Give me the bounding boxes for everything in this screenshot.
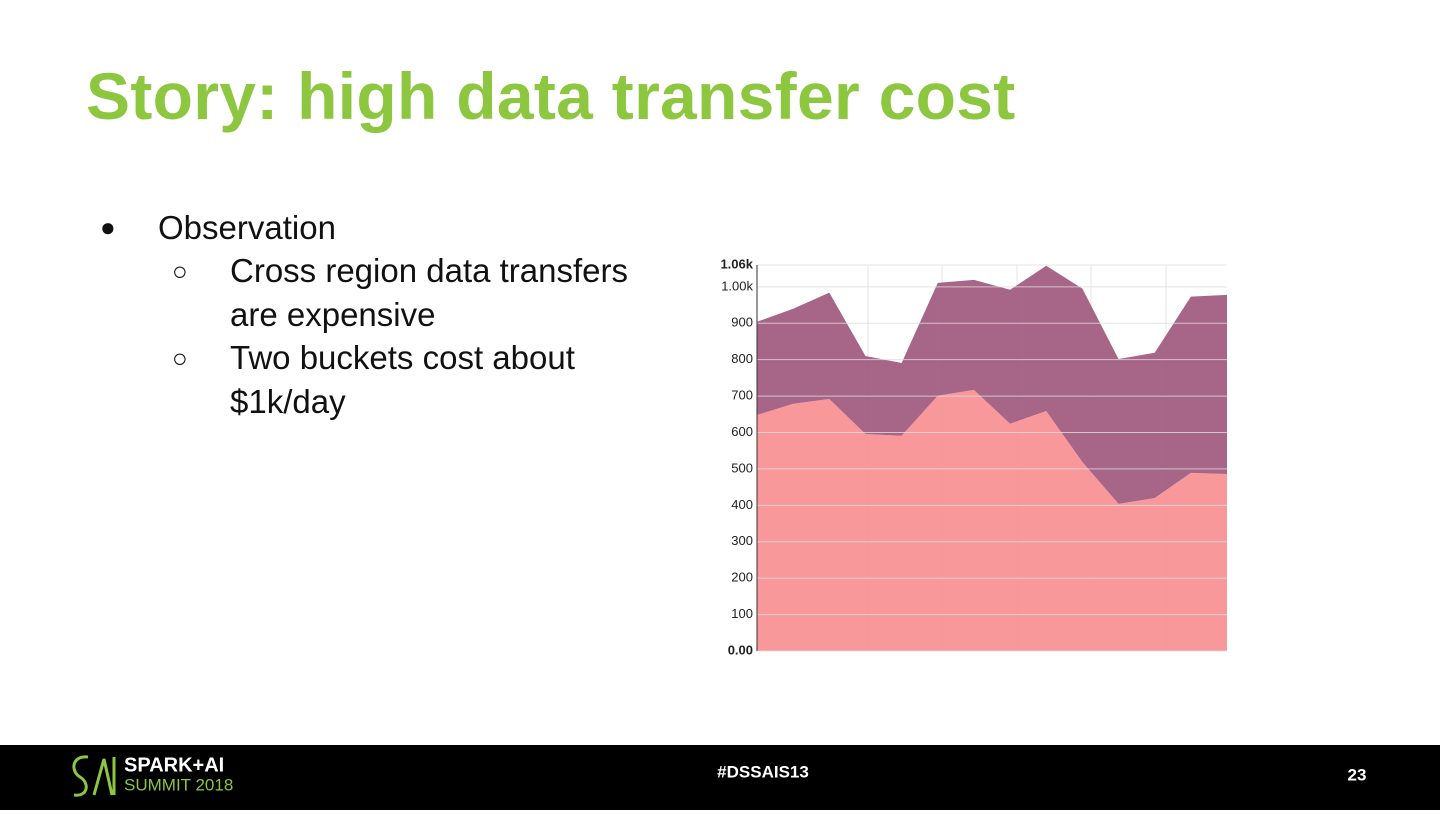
page-number: 23 xyxy=(1348,765,1367,784)
sub-bullet-dot: ○ xyxy=(172,343,188,373)
hashtag: #DSSAIS13 xyxy=(717,762,809,781)
area xyxy=(757,265,1227,504)
y-tick-label: 1.00k xyxy=(721,278,753,293)
slide-title: Story: high data transfer cost xyxy=(86,59,1016,133)
sub-bullet-dot: ○ xyxy=(172,256,188,286)
y-tick-label: 200 xyxy=(731,570,753,585)
y-tick-label: 700 xyxy=(731,388,753,403)
y-tick-label: 0.00 xyxy=(728,642,753,657)
footer-graphics: SPARK+AI SUMMIT 2018 #DSSAIS13 23 xyxy=(72,754,1367,797)
chart: 0.00 100 200 300 400 500 600 700 800 900 1.00k 1.06… xyxy=(720,256,1227,657)
logo-subtext: SUMMIT 2018 xyxy=(124,775,233,794)
y-tick-label: 1.06k xyxy=(720,256,753,271)
y-tick-label: 900 xyxy=(731,315,753,330)
y-tick-label: 300 xyxy=(731,533,753,548)
y-tick-label: 100 xyxy=(731,606,753,621)
bullet-dot: ● xyxy=(100,212,116,242)
logo-text: SPARK+AI xyxy=(124,754,224,776)
footer: SPARK+AI SUMMIT 2018 #DSSAIS13 23 xyxy=(0,745,1440,810)
bullet: Observation xyxy=(158,209,336,246)
sub-bullet: Cross region data transfers are expensiv… xyxy=(230,252,629,333)
y-tick-label: 500 xyxy=(731,460,753,475)
y-tick-label: 400 xyxy=(731,497,753,512)
area xyxy=(757,389,1227,651)
y-tick-label: 800 xyxy=(731,351,753,366)
sub-bullet: Two buckets cost about $1k/day xyxy=(230,339,575,420)
logo-mark xyxy=(72,755,116,797)
y-tick-label: 600 xyxy=(731,424,753,439)
